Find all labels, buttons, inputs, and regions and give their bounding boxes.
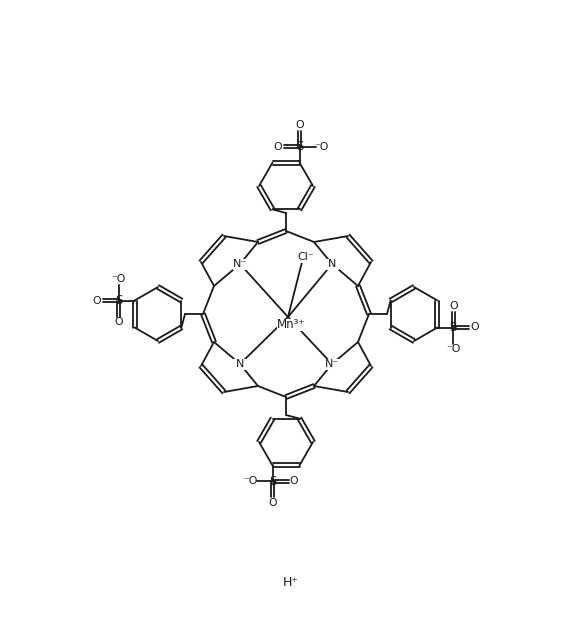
Text: O: O <box>274 142 282 152</box>
Text: O: O <box>295 120 304 130</box>
Text: N⁻: N⁻ <box>233 259 247 269</box>
FancyBboxPatch shape <box>325 358 339 370</box>
FancyBboxPatch shape <box>233 358 247 370</box>
FancyBboxPatch shape <box>277 319 305 331</box>
Text: N: N <box>328 259 336 269</box>
Text: ⁻O: ⁻O <box>243 477 258 487</box>
FancyBboxPatch shape <box>325 258 339 269</box>
Text: Cl⁻: Cl⁻ <box>297 252 315 262</box>
Text: O: O <box>449 301 458 311</box>
Text: ⁻O: ⁻O <box>314 142 329 152</box>
FancyBboxPatch shape <box>233 258 247 269</box>
Text: S: S <box>269 475 276 488</box>
Text: Mn³⁺: Mn³⁺ <box>277 319 305 332</box>
Text: N: N <box>236 359 244 369</box>
Text: O: O <box>471 322 479 332</box>
Text: H⁺: H⁺ <box>283 576 299 588</box>
Text: O: O <box>93 296 102 305</box>
Text: ⁻O: ⁻O <box>446 344 461 355</box>
FancyBboxPatch shape <box>297 252 315 262</box>
Text: N⁻: N⁻ <box>325 359 339 369</box>
Text: S: S <box>115 294 122 307</box>
Text: O: O <box>268 498 277 508</box>
Text: S: S <box>450 321 457 334</box>
Text: O: O <box>289 477 298 487</box>
Text: S: S <box>296 140 303 153</box>
Text: O: O <box>114 317 123 327</box>
Text: ⁻O: ⁻O <box>111 274 126 284</box>
